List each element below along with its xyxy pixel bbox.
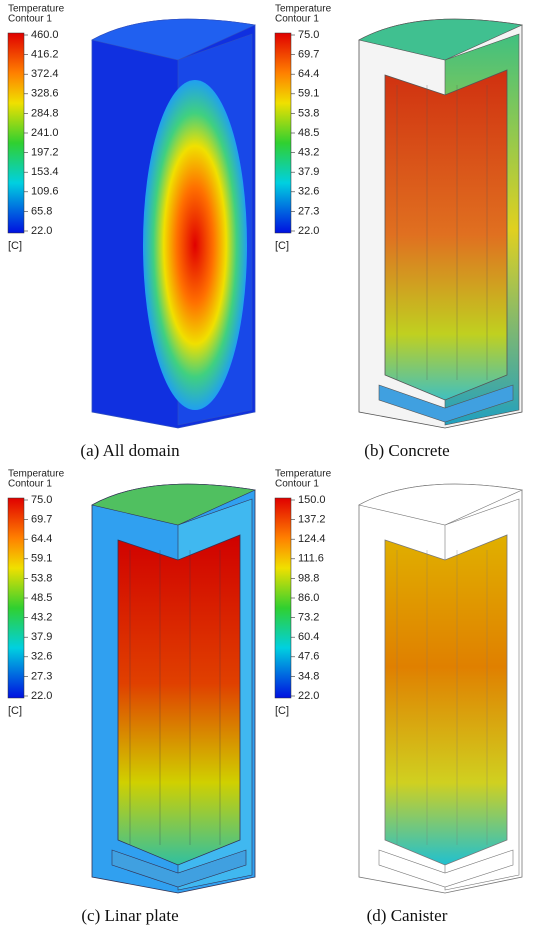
color-bar: [8, 33, 24, 233]
legend-label: 64.4: [31, 533, 52, 545]
caption: (d) Canister: [367, 906, 448, 925]
cask-render: [359, 19, 522, 428]
legend-label: 98.8: [298, 572, 319, 584]
legend-label: 65.8: [31, 205, 52, 217]
legend-label: 47.6: [298, 651, 319, 663]
color-bar: [8, 498, 24, 698]
caption: (c) Linar plate: [81, 906, 178, 925]
legend-title: Contour 1: [8, 479, 52, 490]
inner-core: [118, 535, 240, 865]
legend-label: 22.0: [31, 690, 52, 702]
inner-core: [385, 70, 507, 400]
legend-label: 69.7: [298, 49, 319, 61]
legend-label: 32.6: [31, 651, 52, 663]
legend-label: 328.6: [31, 88, 59, 100]
legend-label: 86.0: [298, 592, 319, 604]
page: {"panels": [ {"legend_title": ["Temperat…: [0, 0, 534, 931]
legend-label: 153.4: [31, 166, 59, 178]
figure: TemperatureContour 1460.0416.2372.4328.6…: [0, 0, 534, 931]
legend-label: 59.1: [298, 88, 319, 100]
legend-label: 69.7: [31, 514, 52, 526]
legend-label: 241.0: [31, 127, 59, 139]
legend-label: 43.2: [31, 612, 52, 624]
legend-label: 197.2: [31, 147, 59, 159]
legend-label: 37.9: [298, 166, 319, 178]
legend-label: 59.1: [31, 553, 52, 565]
legend-label: 460.0: [31, 29, 59, 41]
legend-label: 53.8: [298, 107, 319, 119]
legend-label: 60.4: [298, 631, 319, 643]
cask-render: [92, 484, 255, 893]
legend-label: 48.5: [31, 592, 52, 604]
legend-unit: [C]: [8, 240, 22, 252]
legend-label: 22.0: [298, 690, 319, 702]
legend-title: Contour 1: [8, 14, 52, 25]
caption: (a) All domain: [80, 441, 180, 460]
legend-label: 27.3: [298, 205, 319, 217]
legend-label: 73.2: [298, 612, 319, 624]
legend-label: 109.6: [31, 186, 59, 198]
hot-core: [143, 80, 247, 410]
legend-label: 372.4: [31, 68, 59, 80]
legend-label: 37.9: [31, 631, 52, 643]
legend-label: 111.6: [298, 553, 324, 565]
legend-title: Contour 1: [275, 14, 319, 25]
legend-title: Contour 1: [275, 479, 319, 490]
cask-render: [359, 484, 522, 893]
legend-label: 34.8: [298, 670, 319, 682]
legend-label: 43.2: [298, 147, 319, 159]
legend-label: 124.4: [298, 533, 326, 545]
legend-label: 64.4: [298, 68, 319, 80]
color-bar: [275, 498, 291, 698]
legend-label: 137.2: [298, 514, 326, 526]
legend-label: 22.0: [298, 225, 319, 237]
legend-label: 416.2: [31, 49, 59, 61]
color-bar: [275, 33, 291, 233]
legend-unit: [C]: [275, 705, 289, 717]
legend-label: 75.0: [298, 29, 319, 41]
legend-label: 27.3: [31, 670, 52, 682]
cask-render: [92, 19, 255, 428]
inner-core: [385, 535, 507, 865]
legend-label: 75.0: [31, 494, 52, 506]
legend-label: 22.0: [31, 225, 52, 237]
legend-label: 32.6: [298, 186, 319, 198]
legend-label: 53.8: [31, 572, 52, 584]
legend-label: 284.8: [31, 107, 59, 119]
legend-label: 150.0: [298, 494, 326, 506]
legend-unit: [C]: [8, 705, 22, 717]
caption: (b) Concrete: [364, 441, 449, 460]
legend-unit: [C]: [275, 240, 289, 252]
legend-label: 48.5: [298, 127, 319, 139]
